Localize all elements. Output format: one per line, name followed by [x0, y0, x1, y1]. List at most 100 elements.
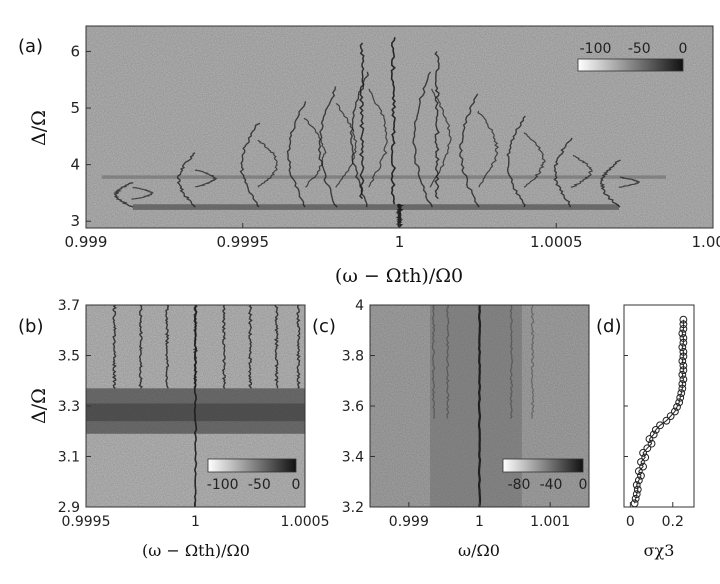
panel-b: (b) 0.9995 1 1.0005 2.9 3.1 3.3 3.5 3.7 -100 -50… — [18, 298, 330, 560]
x-tick-label: 1.0005 — [281, 514, 330, 530]
data-point — [677, 389, 686, 398]
data-point — [679, 324, 688, 333]
panel-a-axes: 0.999 0.9995 1 1.0005 1.001 3 4 5 6 — [65, 42, 720, 251]
branch-line — [459, 93, 480, 208]
branch-line — [618, 176, 640, 188]
panel-b-axes: 0.9995 1 1.0005 2.9 3.1 3.3 3.5 3.7 — [58, 298, 330, 530]
panel-d-frame — [623, 304, 695, 508]
y-tick-label: 6 — [70, 42, 80, 60]
colorbar-tick-label: -50 — [628, 41, 651, 57]
data-point — [649, 430, 658, 439]
panel-c-features — [430, 304, 535, 508]
band-upper — [101, 175, 666, 179]
data-point — [679, 334, 688, 342]
branch-line — [429, 88, 452, 188]
branch-line — [553, 137, 573, 208]
branch-line — [412, 71, 433, 208]
colorbar-tick-label: 0 — [679, 41, 688, 57]
panel-c-colorbar: -80 -40 0 — [502, 458, 587, 493]
branch-line — [368, 88, 388, 188]
panel-c: (c) 0.999 1 1.001 3.2 3.4 3.6 3.8 4 -80 -40 0 ω/Ω… — [312, 298, 590, 560]
colorbar-tick-label: 0 — [292, 477, 301, 493]
data-point — [679, 320, 688, 329]
x-tick-label: 0.999 — [65, 233, 108, 251]
data-point — [676, 393, 685, 402]
panel-d-plot-area — [624, 305, 694, 507]
x-tick-label: 1.001 — [530, 514, 570, 530]
x-tick-label: 1 — [191, 514, 200, 530]
panel-d-xlabel: σχ3 — [644, 541, 675, 560]
x-tick-label: 0 — [626, 514, 635, 530]
y-tick-label: 4 — [70, 156, 80, 174]
data-point — [679, 347, 688, 356]
branch-line — [176, 152, 196, 208]
data-point — [678, 357, 687, 365]
data-point — [643, 444, 652, 453]
colorbar-tick-label: -80 — [508, 477, 531, 493]
branch-line — [506, 115, 526, 208]
central-line — [193, 304, 198, 508]
data-point — [631, 494, 640, 503]
vertical-line — [273, 304, 279, 389]
data-point — [651, 425, 660, 434]
central-line — [358, 42, 365, 200]
colorbar-gradient — [502, 458, 584, 473]
panel-b-letter: (b) — [18, 316, 43, 337]
branch-line — [131, 186, 154, 200]
data-point — [678, 380, 687, 388]
panel-a-features — [101, 37, 666, 228]
x-tick-label: 0.9995 — [217, 233, 270, 251]
branch-line — [570, 154, 593, 188]
x-tick-label: 1 — [395, 233, 405, 251]
branch-line — [239, 122, 261, 208]
panel-a-ylabel: Δ/Ω — [28, 110, 50, 146]
branch-line — [523, 132, 546, 188]
vertical-line — [221, 304, 227, 389]
panel-a-xlabel: (ω − Ωth)/Ω0 — [335, 265, 463, 287]
colorbar-tick-label: -40 — [540, 477, 563, 493]
data-point — [639, 448, 647, 457]
data-point — [679, 375, 688, 384]
branch-line — [113, 182, 134, 208]
y-tick-label: 3.3 — [58, 399, 80, 415]
panel-a-letter: (a) — [18, 36, 43, 57]
data-point — [679, 338, 688, 347]
branch-line — [477, 110, 500, 188]
y-tick-label: 5 — [70, 99, 80, 117]
colorbar-gradient — [577, 58, 684, 72]
central-line — [477, 304, 482, 508]
data-point — [647, 439, 656, 448]
data-point — [637, 458, 645, 466]
x-tick-label: 0.9995 — [62, 514, 111, 530]
x-tick-label: 1.0005 — [530, 233, 583, 251]
branch-line — [349, 71, 369, 208]
data-point — [679, 315, 688, 324]
data-point — [666, 412, 675, 421]
data-point — [678, 370, 687, 379]
data-point — [673, 403, 681, 411]
central-line — [390, 37, 397, 205]
y-tick-label: 3.8 — [342, 349, 364, 365]
x-tick-label: 1.001 — [692, 233, 720, 251]
x-tick-label: 0.999 — [389, 514, 429, 530]
branch-line — [194, 169, 218, 188]
vertical-line — [138, 304, 144, 389]
colorbar-tick-label: -100 — [580, 41, 612, 57]
y-tick-label: 3.1 — [58, 450, 80, 466]
panel-d-letter: (d) — [596, 316, 621, 337]
faint-line — [530, 304, 535, 419]
panel-a-noise — [86, 26, 713, 228]
y-tick-label: 3.6 — [342, 399, 364, 415]
y-tick-label: 2.9 — [58, 500, 80, 516]
data-point — [679, 352, 688, 361]
faint-line — [445, 304, 450, 419]
y-tick-label: 3.7 — [58, 298, 80, 314]
data-point — [641, 453, 650, 462]
colorbar-tick-label: -50 — [248, 477, 271, 493]
y-tick-label: 4 — [355, 298, 364, 314]
vertical-line — [248, 304, 253, 389]
data-point — [645, 435, 654, 443]
panel-a-colorbar: -100 -50 0 — [577, 41, 688, 72]
data-point — [671, 407, 679, 416]
